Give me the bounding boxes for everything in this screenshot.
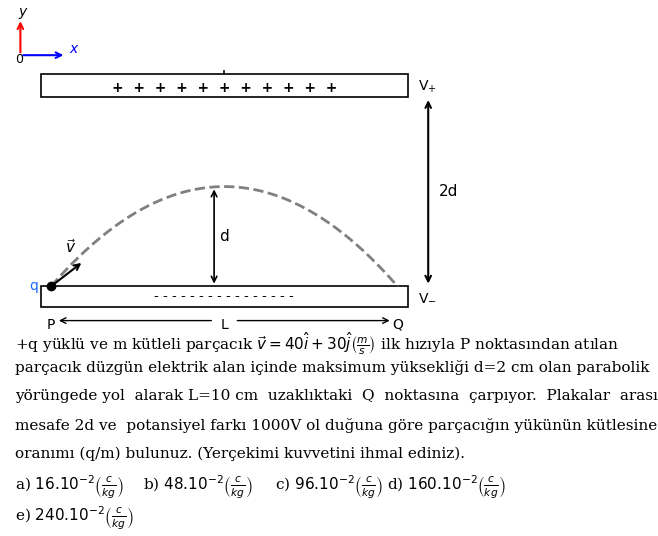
Text: Q: Q — [392, 318, 403, 332]
Text: +q yüklü ve m kütleli parçacık $\vec{v} = 40\hat{i} + 30\hat{j}\left(\frac{m}{s}: +q yüklü ve m kütleli parçacık $\vec{v} … — [15, 331, 620, 358]
Text: yörüngede yol  alarak L=10 cm  uzaklıktaki  Q  noktasına  çarpıyor.  Plakalar  a: yörüngede yol alarak L=10 cm uzaklıktaki… — [15, 389, 658, 403]
Text: $x$: $x$ — [69, 42, 80, 56]
FancyBboxPatch shape — [41, 286, 408, 308]
Text: mesafe 2d ve  potansiyel farkı 1000V ol duğuna göre parçacığın yükünün kütlesine: mesafe 2d ve potansiyel farkı 1000V ol d… — [15, 418, 657, 433]
Text: d) $160.10^{-2}\left(\frac{c}{kg}\right)$: d) $160.10^{-2}\left(\frac{c}{kg}\right)… — [388, 473, 507, 500]
Text: V$_{+}$: V$_{+}$ — [418, 78, 437, 95]
Text: d: d — [219, 229, 229, 244]
Text: 2d: 2d — [438, 184, 458, 199]
Text: q: q — [30, 279, 38, 293]
Text: 0: 0 — [15, 53, 23, 66]
Text: e) $240.10^{-2}\left(\frac{c}{kg}\right)$: e) $240.10^{-2}\left(\frac{c}{kg}\right)… — [15, 504, 134, 532]
Text: parçacık düzgün elektrik alan içinde maksimum yüksekliği d=2 cm olan parabolik: parçacık düzgün elektrik alan içinde mak… — [15, 360, 650, 375]
Text: a) $16.10^{-2}\left(\frac{c}{kg}\right)$: a) $16.10^{-2}\left(\frac{c}{kg}\right)$ — [15, 473, 124, 500]
Text: P: P — [47, 318, 55, 332]
Text: V$_{-}$: V$_{-}$ — [418, 290, 437, 304]
Text: $y$: $y$ — [18, 6, 28, 21]
Text: +  +  +  +  +  +  +  +  +  +  +: + + + + + + + + + + + — [112, 81, 337, 95]
Text: $\vec{v}$: $\vec{v}$ — [65, 239, 76, 256]
Text: - - - - - - - - - - - - - - - -: - - - - - - - - - - - - - - - - — [155, 291, 294, 303]
FancyBboxPatch shape — [41, 73, 408, 97]
Text: oranımı (q/m) bulunuz. (Yerçekimi kuvvetini ihmal ediniz).: oranımı (q/m) bulunuz. (Yerçekimi kuvvet… — [15, 446, 465, 461]
Text: L: L — [220, 318, 228, 332]
Text: c) $96.10^{-2}\left(\frac{c}{kg}\right)$: c) $96.10^{-2}\left(\frac{c}{kg}\right)$ — [275, 473, 384, 500]
Text: b) $48.10^{-2}\left(\frac{c}{kg}\right)$: b) $48.10^{-2}\left(\frac{c}{kg}\right)$ — [143, 473, 252, 500]
